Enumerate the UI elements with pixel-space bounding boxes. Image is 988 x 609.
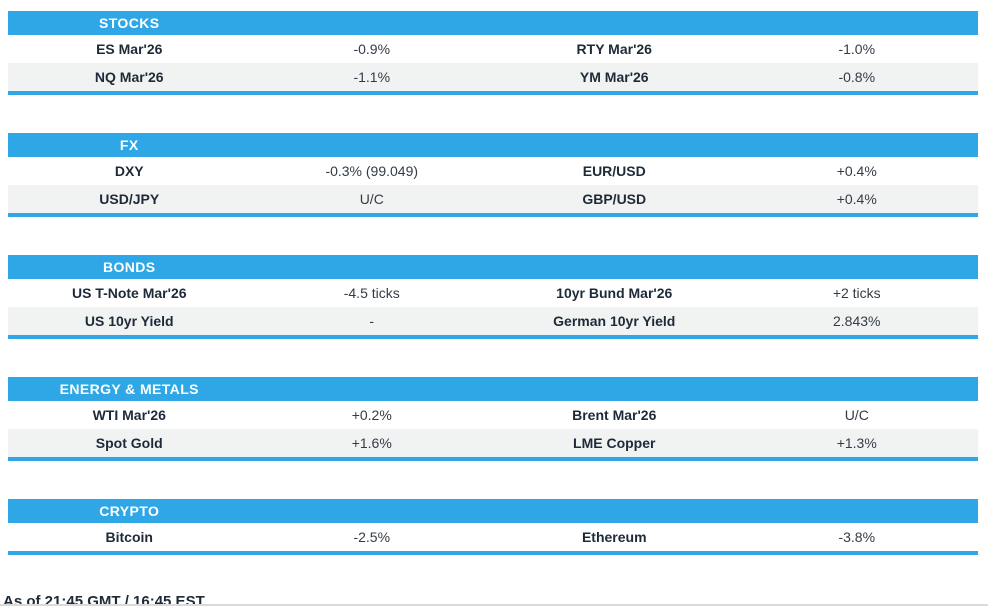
- section-rows: DXY -0.3% (99.049) EUR/USD +0.4% USD/JPY…: [8, 157, 978, 213]
- instrument-name: 10yr Bund Mar'26: [556, 285, 673, 301]
- section-rows: US T-Note Mar'26 -4.5 ticks 10yr Bund Ma…: [8, 279, 978, 335]
- market-section: BONDS US T-Note Mar'26 -4.5 ticks 10yr B…: [8, 255, 978, 339]
- instrument-name: RTY Mar'26: [576, 41, 652, 57]
- instrument-name: USD/JPY: [99, 191, 160, 207]
- instrument-name: YM Mar'26: [579, 69, 649, 85]
- table-row: US 10yr Yield - German 10yr Yield 2.843%: [8, 307, 978, 335]
- timestamp-footer: As of 21:45 GMT / 16:45 EST: [3, 593, 205, 609]
- instrument-change: U/C: [844, 407, 869, 423]
- instrument-change: +2 ticks: [832, 285, 881, 301]
- section-title: BONDS: [102, 259, 156, 275]
- instrument-name: Bitcoin: [105, 529, 153, 545]
- sections-container: STOCKS ES Mar'26 -0.9% RTY Mar'26 -1.0% …: [8, 0, 978, 555]
- instrument-change: -2.5%: [353, 529, 391, 545]
- section-title: CRYPTO: [99, 503, 160, 519]
- instrument-change: +1.3%: [836, 435, 877, 451]
- instrument-change: -: [369, 313, 375, 329]
- market-section: FX DXY -0.3% (99.049) EUR/USD +0.4% USD/…: [8, 133, 978, 217]
- section-header: BONDS: [8, 255, 978, 279]
- instrument-name: NQ Mar'26: [94, 69, 164, 85]
- section-header: STOCKS: [8, 11, 978, 35]
- instrument-name: Ethereum: [581, 529, 647, 545]
- section-header: CRYPTO: [8, 499, 978, 523]
- instrument-change: -3.8%: [838, 529, 876, 545]
- instrument-change: U/C: [359, 191, 384, 207]
- table-row: Bitcoin -2.5% Ethereum -3.8%: [8, 523, 978, 551]
- table-row: USD/JPY U/C GBP/USD +0.4%: [8, 185, 978, 213]
- instrument-name: ES Mar'26: [96, 41, 163, 57]
- section-rows: Bitcoin -2.5% Ethereum -3.8%: [8, 523, 978, 551]
- instrument-name: German 10yr Yield: [553, 313, 676, 329]
- instrument-name: EUR/USD: [582, 163, 646, 179]
- market-section: ENERGY & METALS WTI Mar'26 +0.2% Brent M…: [8, 377, 978, 461]
- instrument-change: 2.843%: [833, 313, 881, 329]
- table-row: US T-Note Mar'26 -4.5 ticks 10yr Bund Ma…: [8, 279, 978, 307]
- instrument-change: +0.4%: [836, 191, 877, 207]
- table-row: NQ Mar'26 -1.1% YM Mar'26 -0.8%: [8, 63, 978, 91]
- instrument-change: -0.3% (99.049): [325, 163, 419, 179]
- table-row: DXY -0.3% (99.049) EUR/USD +0.4%: [8, 157, 978, 185]
- instrument-name: WTI Mar'26: [92, 407, 166, 423]
- section-header: ENERGY & METALS: [8, 377, 978, 401]
- section-title: STOCKS: [99, 15, 160, 31]
- instrument-name: Spot Gold: [95, 435, 163, 451]
- instrument-change: -0.9%: [353, 41, 391, 57]
- instrument-name: US 10yr Yield: [84, 313, 174, 329]
- table-row: WTI Mar'26 +0.2% Brent Mar'26 U/C: [8, 401, 978, 429]
- instrument-change: +0.2%: [351, 407, 392, 423]
- section-header: FX: [8, 133, 978, 157]
- instrument-change: +1.6%: [351, 435, 392, 451]
- market-section: CRYPTO Bitcoin -2.5% Ethereum -3.8%: [8, 499, 978, 555]
- instrument-name: Brent Mar'26: [572, 407, 657, 423]
- table-row: Spot Gold +1.6% LME Copper +1.3%: [8, 429, 978, 457]
- table-row: ES Mar'26 -0.9% RTY Mar'26 -1.0%: [8, 35, 978, 63]
- instrument-name: DXY: [114, 163, 144, 179]
- section-rows: ES Mar'26 -0.9% RTY Mar'26 -1.0% NQ Mar'…: [8, 35, 978, 91]
- instrument-change: -4.5 ticks: [343, 285, 400, 301]
- instrument-name: GBP/USD: [582, 191, 647, 207]
- instrument-change: -1.0%: [838, 41, 876, 57]
- instrument-name: LME Copper: [573, 435, 656, 451]
- section-title: ENERGY & METALS: [59, 381, 199, 397]
- instrument-change: -0.8%: [838, 69, 876, 85]
- market-section: STOCKS ES Mar'26 -0.9% RTY Mar'26 -1.0% …: [8, 11, 978, 95]
- instrument-change: -1.1%: [353, 69, 391, 85]
- section-rows: WTI Mar'26 +0.2% Brent Mar'26 U/C Spot G…: [8, 401, 978, 457]
- section-title: FX: [119, 137, 139, 153]
- bottom-divider: [0, 604, 988, 606]
- instrument-name: US T-Note Mar'26: [71, 285, 187, 301]
- instrument-change: +0.4%: [836, 163, 877, 179]
